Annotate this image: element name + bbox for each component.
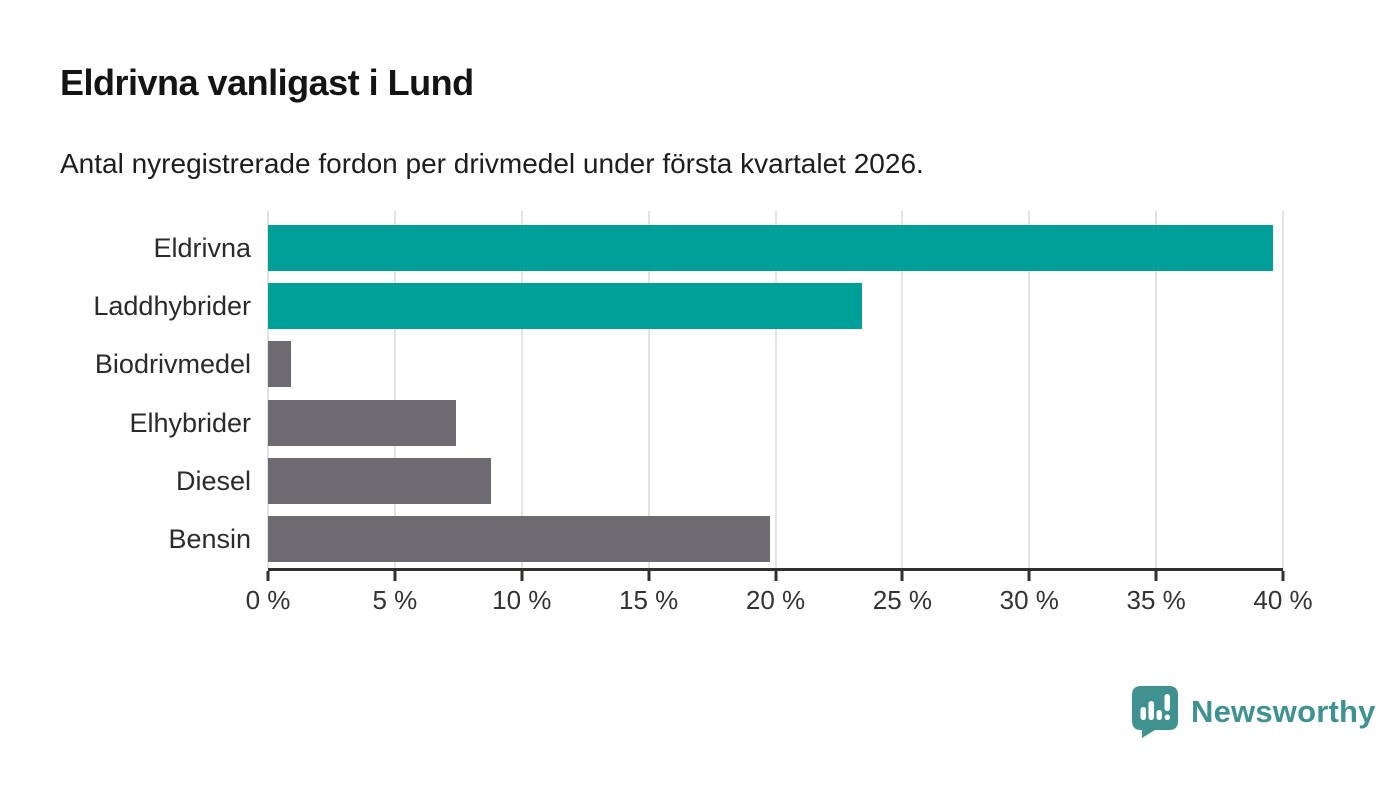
axis-tick-label: 25 % <box>872 585 933 615</box>
category-label: Elhybrider <box>129 407 251 438</box>
axis-tick-label: 20 % <box>745 585 806 615</box>
bar-eldrivna <box>268 225 1273 271</box>
axis-tick <box>774 571 777 581</box>
chart-subtitle: Antal nyregistrerade fordon per drivmede… <box>60 148 924 179</box>
category-label: Laddhybrider <box>93 291 251 322</box>
category-label: Bensin <box>168 523 251 554</box>
axis-tick <box>266 571 270 581</box>
bar-chart: Eldrivna Laddhybrider Biodrivmedel Elhybrid… <box>93 211 1313 617</box>
plot-area: Eldrivna Laddhybrider Biodrivmedel Elhybrid… <box>93 211 1284 568</box>
category-label: Biodrivmedel <box>94 349 251 380</box>
axis-tick-label: 35 % <box>1126 585 1186 615</box>
axis-tick-label: 10 % <box>492 585 552 615</box>
bar-elhybrider <box>268 399 456 446</box>
axis-tick-label: 30 % <box>999 585 1059 615</box>
bar-row: Eldrivna <box>153 219 1283 277</box>
bar-laddhybrider <box>268 283 862 330</box>
chart-title: Eldrivna vanligast i Lund <box>60 62 474 103</box>
axis-tick <box>1281 571 1285 581</box>
bar-row: Diesel <box>176 452 1283 510</box>
axis-tick <box>647 571 651 581</box>
axis-tick <box>520 571 524 581</box>
newsworthy-brand-name: Newsworthy <box>1191 694 1376 729</box>
axis-tick-label: 0 % <box>245 585 291 615</box>
bar-bensin <box>268 515 771 562</box>
axis-tick <box>900 571 904 581</box>
x-axis: 0 % 5 % 10 % 15 % 20 % 25 % 30 % 35 % 40 % <box>246 568 1313 617</box>
axis-tick-label: 40 % <box>1253 585 1313 615</box>
bar-row: Laddhybrider <box>93 277 1283 335</box>
bar-row: Elhybrider <box>129 394 1283 452</box>
axis-tick <box>1154 571 1158 581</box>
category-label: Eldrivna <box>153 233 251 263</box>
axis-tick-label: 15 % <box>618 585 679 615</box>
newsworthy-logo: Newsworthy <box>1132 686 1376 738</box>
axis-tick-label: 5 % <box>372 585 418 615</box>
axis-tick <box>393 571 397 581</box>
category-label: Diesel <box>175 465 251 496</box>
bar-diesel <box>268 457 492 504</box>
bar-biodrivmedel <box>268 341 291 388</box>
bar-row: Biodrivmedel <box>95 335 1283 393</box>
newsworthy-speech-bubble-bar-chart-icon <box>1132 686 1178 738</box>
bar-row: Bensin <box>168 510 1283 568</box>
axis-tick <box>1027 571 1031 581</box>
